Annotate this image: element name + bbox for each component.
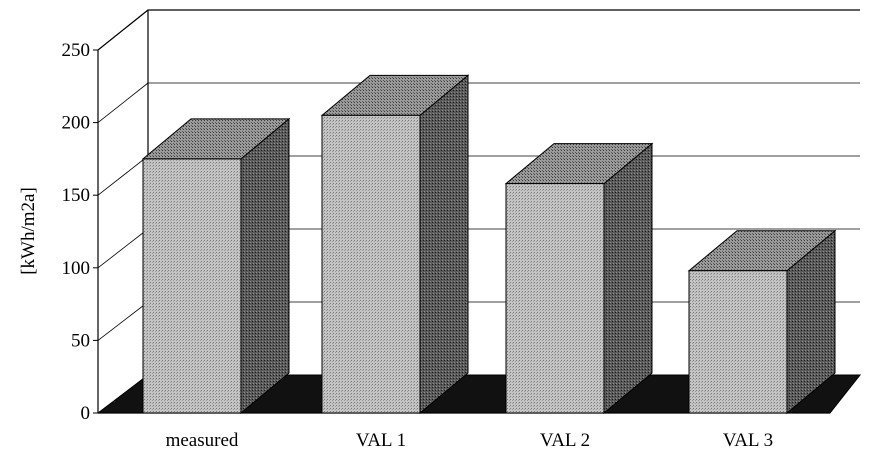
x-category-label: VAL 2: [540, 430, 590, 451]
bar-front: [505, 183, 605, 414]
gridline-side: [97, 155, 149, 196]
gridline-side: [97, 228, 149, 269]
back-wall-edge: [97, 9, 860, 51]
bar-front: [142, 158, 242, 414]
bar-VAL2: [504, 142, 654, 415]
y-axis-title: [kWh/m2a]: [18, 187, 39, 275]
bars: [141, 74, 837, 415]
y-tick-label: 50: [71, 330, 90, 351]
bar-side: [603, 142, 653, 415]
x-category-label: VAL 3: [723, 430, 773, 451]
gridline-side: [97, 301, 149, 341]
bar-front: [688, 270, 788, 414]
bar-side: [240, 117, 290, 415]
y-tick-label: 0: [81, 403, 91, 424]
bar-VAL3: [687, 229, 837, 415]
x-category-label: VAL 1: [356, 430, 406, 451]
bar-side: [419, 74, 469, 415]
gridline-side: [97, 82, 149, 123]
x-category-label: measured: [166, 430, 239, 451]
bar-measured: [141, 117, 291, 415]
x-axis-labels: measured VAL 1 VAL 2 VAL 3: [166, 430, 773, 451]
y-tick-label: 200: [62, 113, 91, 134]
bar-VAL1: [320, 74, 470, 415]
y-tick-label: 250: [62, 40, 91, 61]
bar-front: [321, 114, 421, 414]
y-tick-label: 100: [62, 258, 91, 279]
gridline-side: [97, 9, 149, 51]
y-axis-ticks: 0 50 100 150 200 250: [62, 40, 98, 424]
y-tick-label: 150: [62, 185, 91, 206]
